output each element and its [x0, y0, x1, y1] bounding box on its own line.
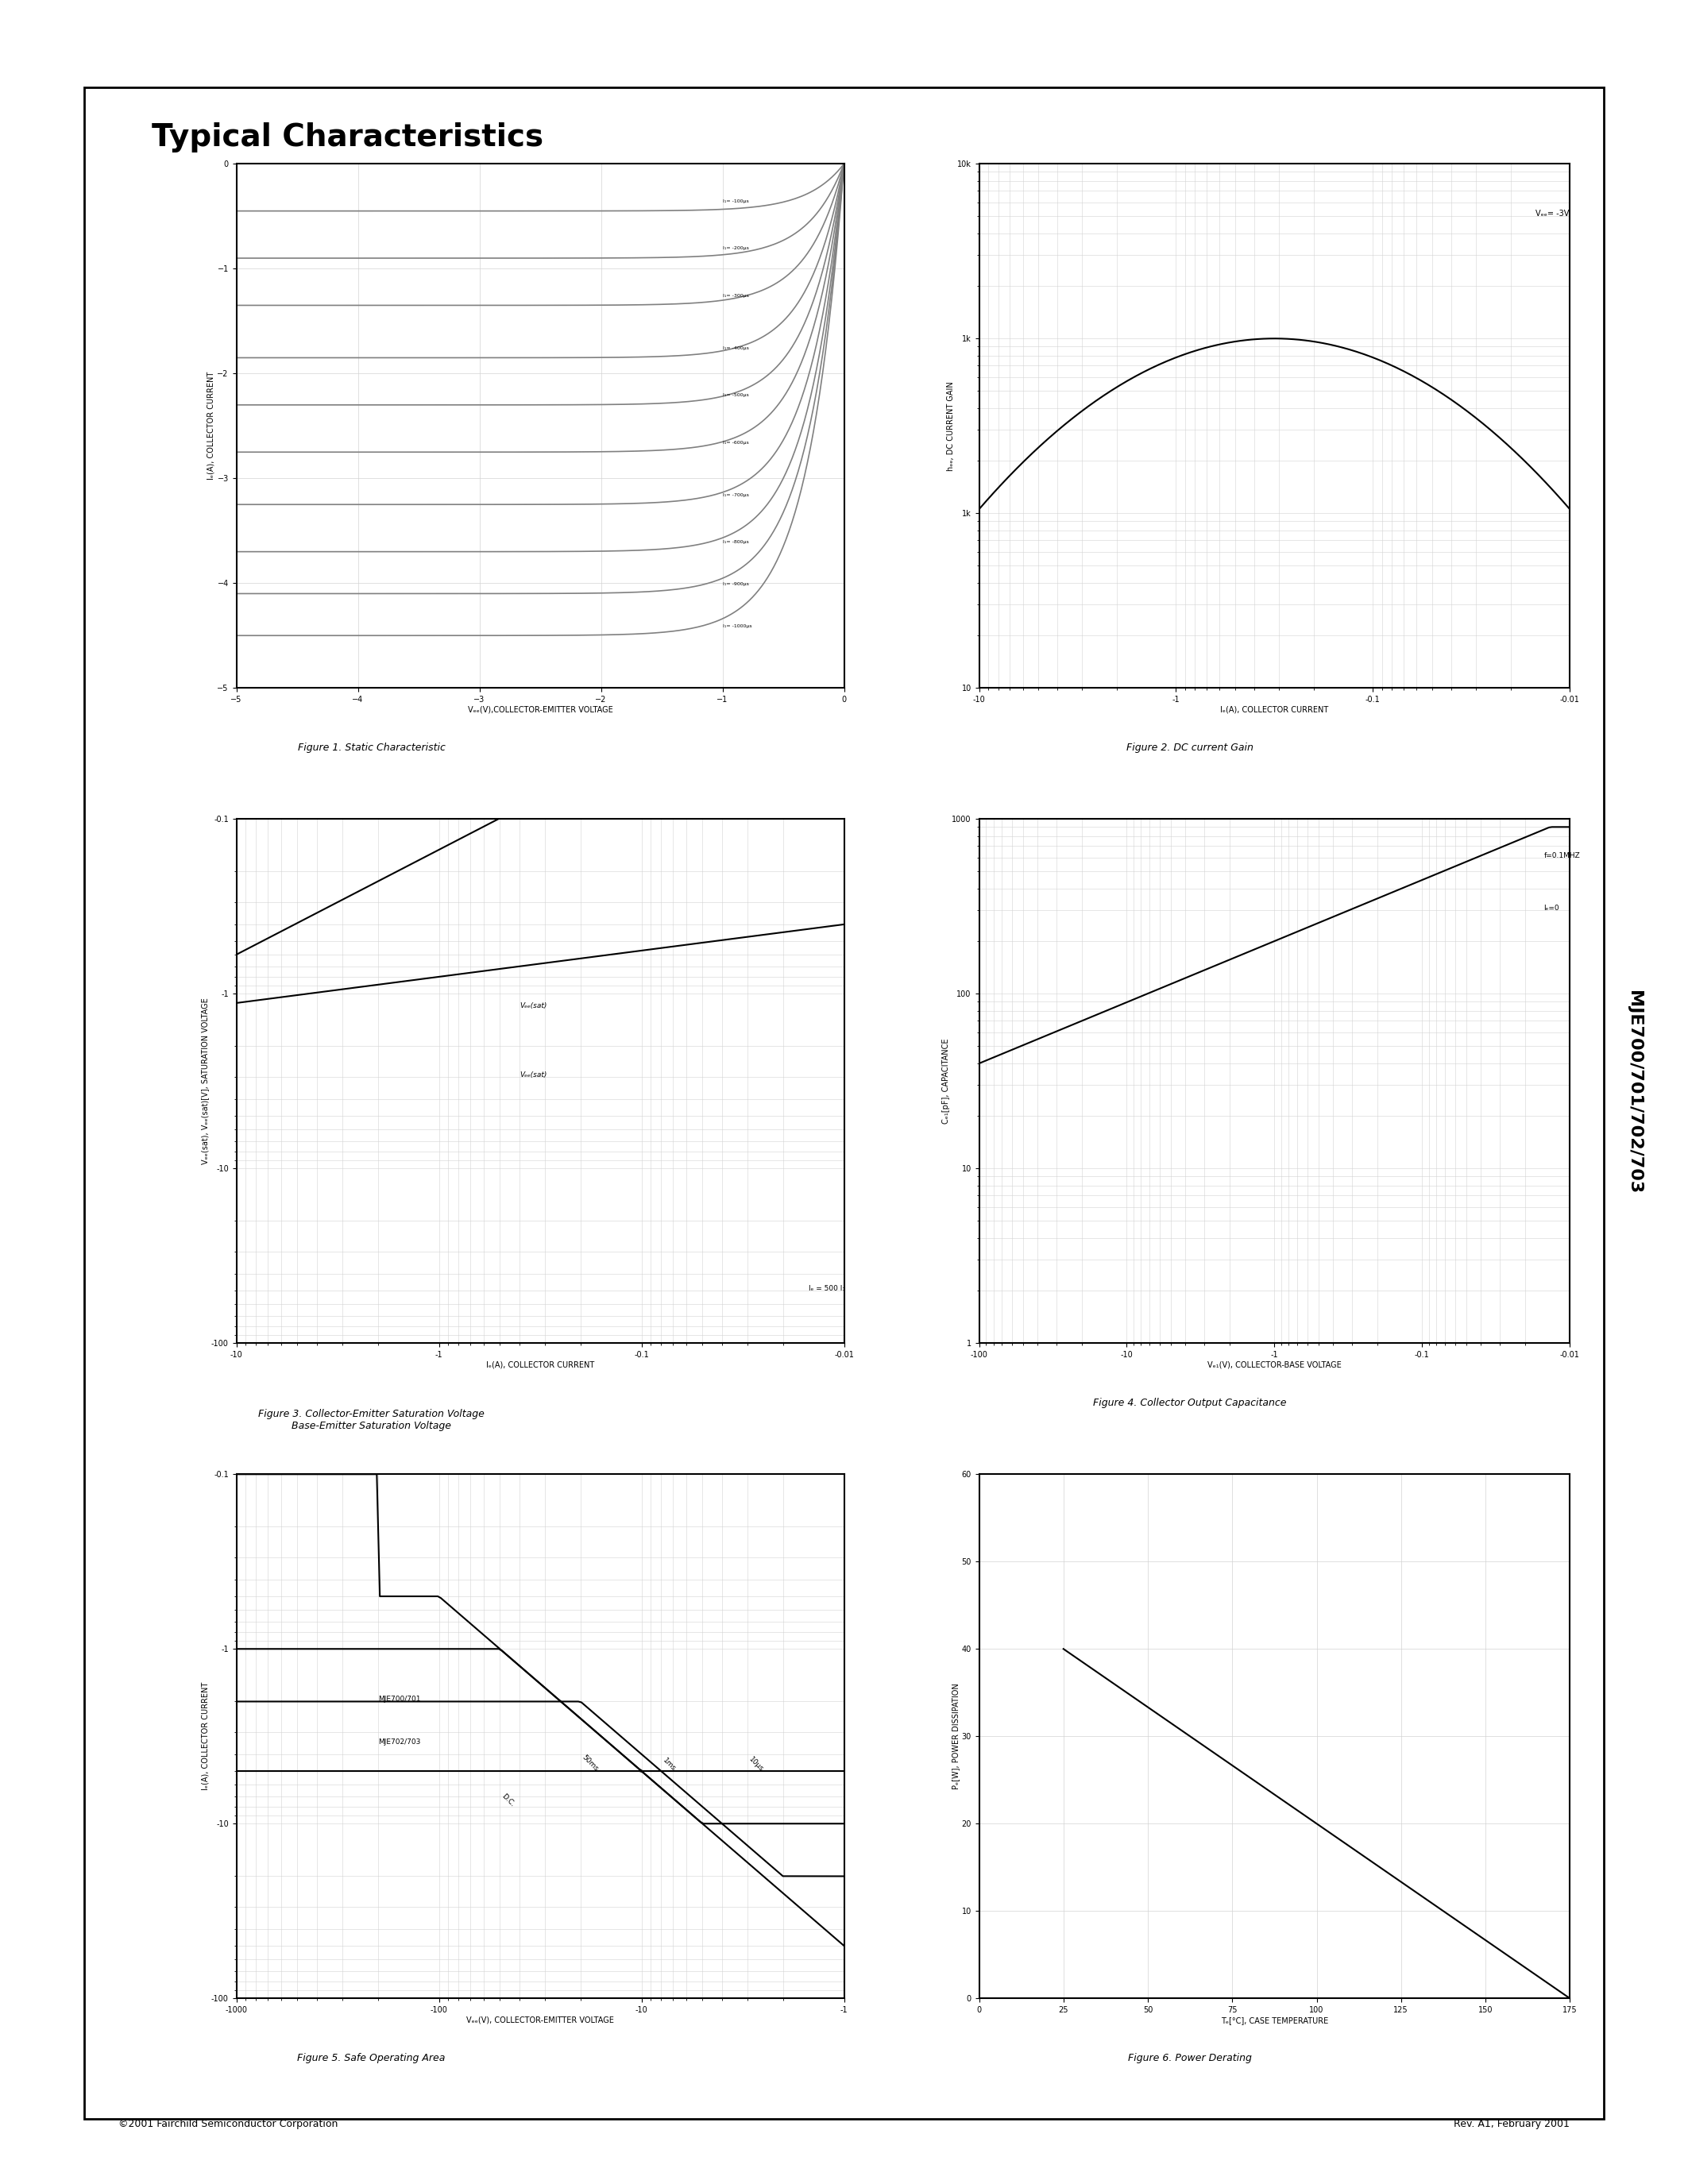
- D.C.: [672, 1758, 692, 1784]
- 50ms: [226, 1636, 246, 1662]
- 1ms: [253, 1688, 273, 1714]
- X-axis label: Iₑ(A), COLLECTOR CURRENT: Iₑ(A), COLLECTOR CURRENT: [486, 1361, 594, 1369]
- Text: I₁= -600µs: I₁= -600µs: [722, 441, 748, 446]
- Text: 1ms: 1ms: [662, 1756, 677, 1773]
- 10µs: [275, 1758, 295, 1784]
- 10µs: [721, 1835, 741, 1861]
- Text: Typical Characteristics: Typical Characteristics: [152, 122, 544, 153]
- 50ms: [721, 1811, 741, 1837]
- D.C.: [721, 1758, 741, 1784]
- 50ms: [834, 1811, 854, 1837]
- Text: I₁= -700µs: I₁= -700µs: [722, 494, 748, 498]
- 1ms: [797, 1863, 817, 1889]
- FancyBboxPatch shape: [84, 87, 1604, 2118]
- X-axis label: Tₑ[°C], CASE TEMPERATURE: Tₑ[°C], CASE TEMPERATURE: [1220, 2016, 1328, 2025]
- Text: Rev. A1, February 2001: Rev. A1, February 2001: [1453, 2118, 1570, 2129]
- Text: I₁= -400µs: I₁= -400µs: [722, 347, 748, 349]
- Text: Vₑₑ= -3V: Vₑₑ= -3V: [1534, 210, 1568, 218]
- Text: I₁= -800µs: I₁= -800µs: [722, 539, 748, 544]
- Text: Vₑₑ(sat): Vₑₑ(sat): [520, 1072, 547, 1079]
- Y-axis label: Iₑ(A), COLLECTOR CURRENT: Iₑ(A), COLLECTOR CURRENT: [208, 371, 214, 480]
- Text: Figure 2. DC current Gain: Figure 2. DC current Gain: [1126, 743, 1254, 753]
- 50ms: [253, 1636, 273, 1662]
- Text: Figure 1. Static Characteristic: Figure 1. Static Characteristic: [297, 743, 446, 753]
- Text: f=0.1MHZ: f=0.1MHZ: [1545, 852, 1580, 858]
- D.C.: [275, 1461, 295, 1487]
- 50ms: [810, 1811, 830, 1837]
- Line: 50ms: 50ms: [236, 1649, 844, 1824]
- Text: D.C.: D.C.: [500, 1793, 515, 1808]
- Text: I₁= -200µs: I₁= -200µs: [722, 247, 748, 251]
- D.C.: [226, 1461, 246, 1487]
- X-axis label: Vₑₑ(V), COLLECTOR-EMITTER VOLTAGE: Vₑₑ(V), COLLECTOR-EMITTER VOLTAGE: [466, 2016, 614, 2025]
- 10µs: [672, 1793, 692, 1819]
- Text: MJE702/703: MJE702/703: [378, 1738, 420, 1745]
- D.C.: [797, 1758, 817, 1784]
- Text: ©2001 Fairchild Semiconductor Corporation: ©2001 Fairchild Semiconductor Corporatio…: [118, 2118, 338, 2129]
- Text: I₁= -500µs: I₁= -500µs: [722, 393, 748, 397]
- 10µs: [630, 1758, 650, 1784]
- 50ms: [672, 1793, 692, 1819]
- X-axis label: Iₑ(A), COLLECTOR CURRENT: Iₑ(A), COLLECTOR CURRENT: [1220, 705, 1328, 714]
- Text: I₁= -100µs: I₁= -100µs: [722, 199, 748, 203]
- 10µs: [797, 1900, 817, 1926]
- D.C.: [253, 1461, 273, 1487]
- Text: I₁= -300µs: I₁= -300µs: [722, 295, 748, 297]
- D.C.: [834, 1758, 854, 1784]
- Text: Figure 3. Collector-Emitter Saturation Voltage
Base-Emitter Saturation Voltage: Figure 3. Collector-Emitter Saturation V…: [258, 1409, 484, 1431]
- 10µs: [253, 1758, 273, 1784]
- Text: MJE700/701: MJE700/701: [378, 1697, 420, 1704]
- Text: I₁= -1000µs: I₁= -1000µs: [722, 625, 751, 629]
- 50ms: [490, 1636, 510, 1662]
- X-axis label: Vₑₑ(V),COLLECTOR-EMITTER VOLTAGE: Vₑₑ(V),COLLECTOR-EMITTER VOLTAGE: [468, 705, 613, 714]
- D.C.: [810, 1758, 830, 1784]
- 50ms: [275, 1636, 295, 1662]
- Text: 50ms: 50ms: [581, 1754, 599, 1773]
- Line: 10µs: 10µs: [236, 1771, 844, 1946]
- Line: D.C.: D.C.: [236, 1474, 844, 1771]
- Y-axis label: Iₑ(A), COLLECTOR CURRENT: Iₑ(A), COLLECTOR CURRENT: [201, 1682, 209, 1791]
- Y-axis label: Vₑₑ(sat), Vₑₑ(sat)[V], SATURATION VOLTAGE: Vₑₑ(sat), Vₑₑ(sat)[V], SATURATION VOLTAG…: [201, 998, 209, 1164]
- 1ms: [810, 1863, 830, 1889]
- Text: Iₑ = 500 I₁: Iₑ = 500 I₁: [809, 1284, 846, 1293]
- 1ms: [226, 1688, 246, 1714]
- 10µs: [226, 1758, 246, 1784]
- Text: Figure 6. Power Derating: Figure 6. Power Derating: [1128, 2053, 1252, 2064]
- Text: MJE700/701/702/703: MJE700/701/702/703: [1626, 989, 1642, 1195]
- D.C.: [366, 1461, 387, 1487]
- Text: Vₑₑ(sat): Vₑₑ(sat): [520, 1002, 547, 1009]
- Text: Iₑ=0: Iₑ=0: [1545, 904, 1560, 913]
- 1ms: [569, 1688, 589, 1714]
- Y-axis label: Pₑ[W], POWER DISSIPATION: Pₑ[W], POWER DISSIPATION: [952, 1684, 959, 1789]
- Text: Figure 4. Collector Output Capacitance: Figure 4. Collector Output Capacitance: [1094, 1398, 1286, 1409]
- 50ms: [797, 1811, 817, 1837]
- Text: 10µs: 10µs: [748, 1756, 765, 1773]
- Text: Figure 5. Safe Operating Area: Figure 5. Safe Operating Area: [297, 2053, 446, 2064]
- Y-axis label: hₑₑ, DC CURRENT GAIN: hₑₑ, DC CURRENT GAIN: [947, 382, 955, 472]
- 1ms: [275, 1688, 295, 1714]
- 1ms: [672, 1776, 692, 1802]
- X-axis label: Vₑ₁(V), COLLECTOR-BASE VOLTAGE: Vₑ₁(V), COLLECTOR-BASE VOLTAGE: [1207, 1361, 1342, 1369]
- 1ms: [721, 1819, 741, 1845]
- Line: 1ms: 1ms: [236, 1701, 844, 1876]
- 1ms: [834, 1863, 854, 1889]
- Y-axis label: Cₑ₁[pF], CAPACITANCE: Cₑ₁[pF], CAPACITANCE: [942, 1037, 950, 1125]
- Text: I₁= -900µs: I₁= -900µs: [722, 583, 748, 585]
- 10µs: [834, 1933, 854, 1959]
- 10µs: [810, 1911, 830, 1937]
